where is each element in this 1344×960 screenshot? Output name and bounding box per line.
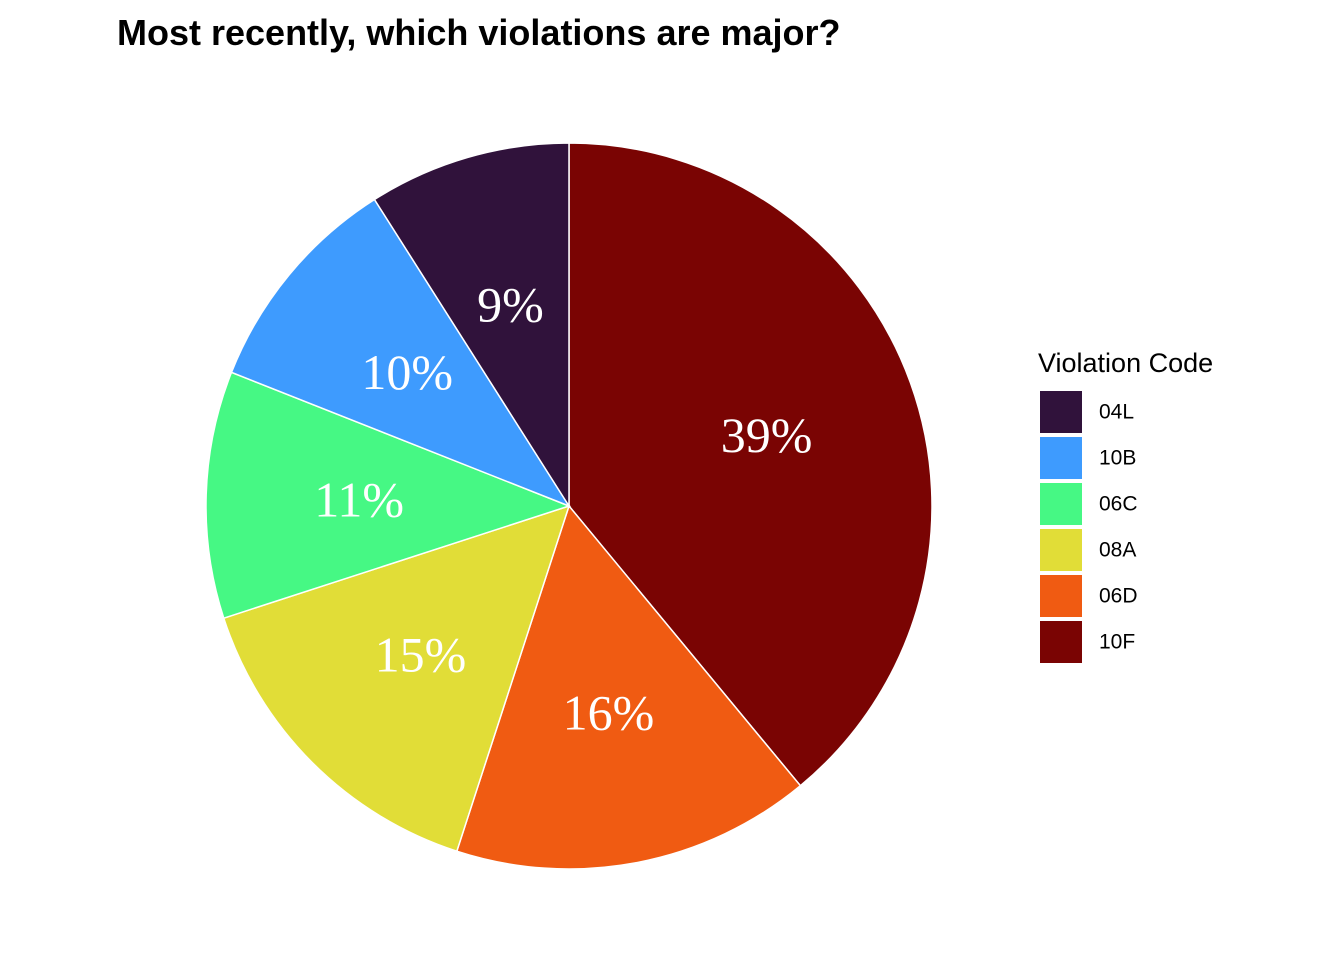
pie-slice-labels: 39% 16% 15% 11% 10% 9% bbox=[314, 276, 812, 740]
slice-label-06C: 11% bbox=[314, 471, 404, 527]
legend-label-06D: 06D bbox=[1099, 585, 1138, 608]
legend-swatch-06D bbox=[1040, 575, 1082, 617]
legend-label-06C: 06C bbox=[1099, 493, 1138, 516]
pie-slice-08A bbox=[222, 504, 571, 853]
legend-label-10B: 10B bbox=[1099, 447, 1136, 470]
legend-swatch-06C bbox=[1040, 483, 1082, 525]
slice-label-08A: 15% bbox=[375, 627, 467, 683]
pie-slices bbox=[205, 142, 933, 870]
slice-label-04L: 9% bbox=[477, 276, 544, 332]
pie-slice-06C bbox=[205, 371, 572, 620]
legend-label-10F: 10F bbox=[1099, 631, 1135, 654]
legend-swatch-04L bbox=[1040, 391, 1082, 433]
slice-label-10B: 10% bbox=[361, 344, 453, 400]
chart-title: Most recently, which violations are majo… bbox=[117, 12, 841, 53]
pie-slice-10F bbox=[568, 142, 933, 787]
legend-swatch-10F bbox=[1040, 621, 1082, 663]
pie-slice-06D bbox=[455, 504, 802, 870]
legend-label-04L: 04L bbox=[1099, 401, 1134, 424]
legend-swatch-08A bbox=[1040, 529, 1082, 571]
legend-title: Violation Code bbox=[1038, 348, 1213, 378]
legend: Violation Code 04L 10B 06C 08A 06D 10F bbox=[1038, 348, 1213, 663]
pie-slice-10B bbox=[230, 198, 571, 508]
slice-label-10F: 39% bbox=[721, 407, 813, 463]
legend-swatch-10B bbox=[1040, 437, 1082, 479]
slice-label-06D: 16% bbox=[563, 684, 655, 740]
legend-label-08A: 08A bbox=[1099, 539, 1136, 562]
pie-slice-04L bbox=[373, 142, 570, 509]
